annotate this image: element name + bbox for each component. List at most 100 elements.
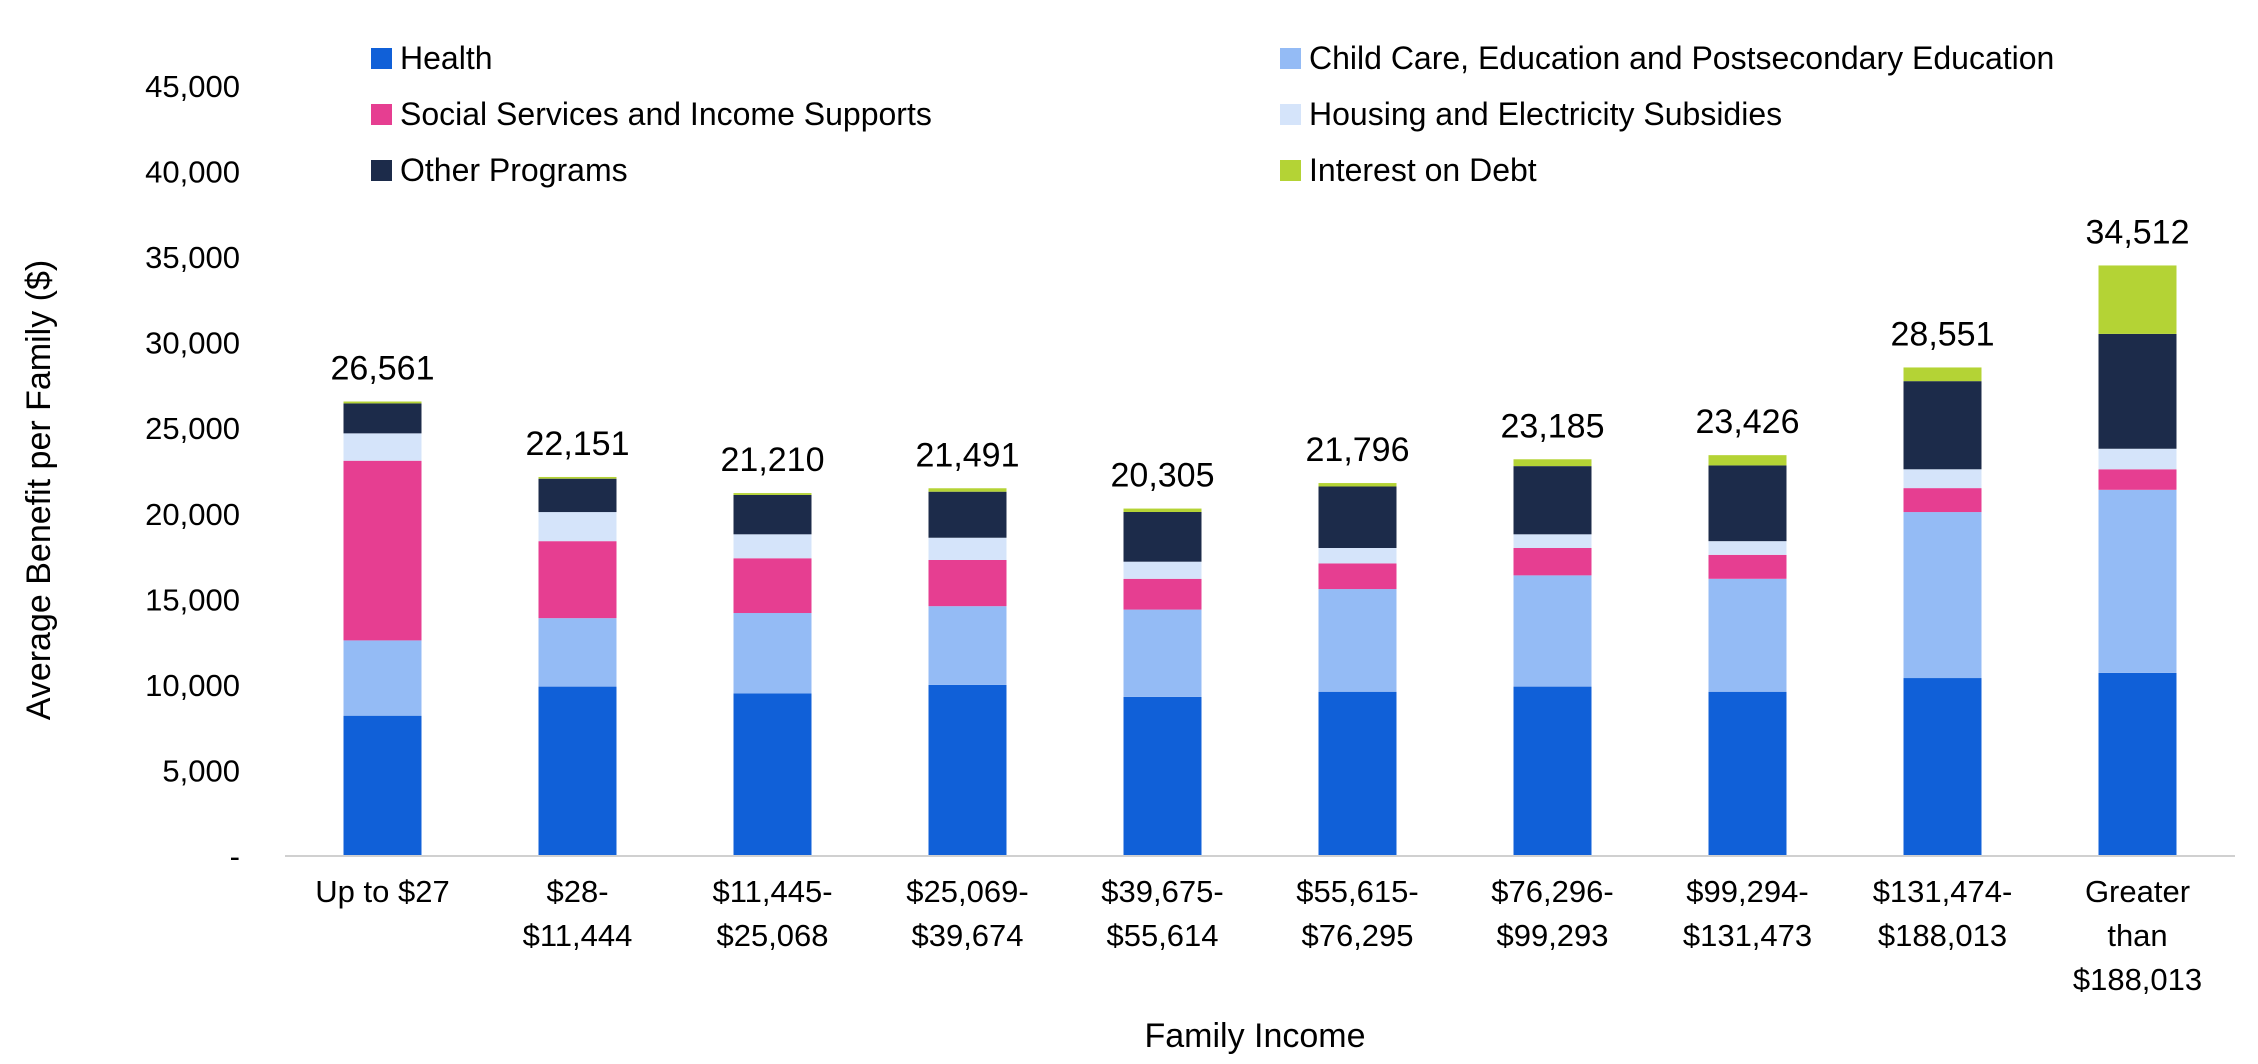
legend-item: Health bbox=[371, 40, 493, 76]
legend-item: Social Services and Income Supports bbox=[371, 96, 932, 132]
x-tick-label: $55,615-$76,295 bbox=[1296, 874, 1418, 953]
bar-segment bbox=[1903, 367, 1982, 382]
y-tick-label: 30,000 bbox=[145, 326, 240, 361]
bar-segment bbox=[1513, 466, 1592, 535]
bar-segment bbox=[538, 686, 617, 856]
bar-segment bbox=[343, 401, 422, 404]
bar-segment bbox=[1708, 691, 1787, 856]
x-tick-label: $11,445-$25,068 bbox=[712, 874, 832, 953]
x-tick-label: $76,296-$99,293 bbox=[1491, 874, 1613, 953]
bar-segment bbox=[733, 613, 812, 694]
legend-swatch bbox=[371, 104, 392, 125]
x-tick-label: $28-$11,444 bbox=[523, 874, 633, 953]
bar-stack bbox=[538, 476, 617, 856]
bar-segment bbox=[1903, 678, 1982, 856]
legend-swatch bbox=[371, 48, 392, 69]
bar-segment bbox=[928, 491, 1007, 538]
bar-segment bbox=[1513, 575, 1592, 687]
y-tick-label: 20,000 bbox=[145, 497, 240, 532]
x-tick-label: Greater than $188,013 bbox=[2073, 874, 2202, 997]
legend-swatch bbox=[371, 160, 392, 181]
total-value-label: 22,151 bbox=[526, 425, 630, 463]
bar-segment bbox=[343, 460, 422, 641]
x-axis-title: Family Income bbox=[1144, 1017, 1365, 1055]
total-labels: 26,561 22,151 21,210 21,491 20,305 21,796 23,1… bbox=[331, 213, 2190, 494]
bar-segment bbox=[2098, 333, 2177, 449]
bar-segment bbox=[538, 476, 617, 479]
bar-segment bbox=[2098, 265, 2177, 334]
bar-segment bbox=[343, 715, 422, 856]
y-tick-label: 45,000 bbox=[145, 69, 240, 104]
bar-segment bbox=[2098, 489, 2177, 673]
bar-segment bbox=[928, 559, 1007, 607]
bar-segment bbox=[2098, 672, 2177, 856]
bar-segment bbox=[1903, 469, 1982, 489]
bar-segment bbox=[1903, 381, 1982, 470]
x-axis-ticks: Up to $27 $28-$11,444 $11,445-$25,068 $25,0… bbox=[315, 874, 2202, 997]
total-value-label: 23,426 bbox=[1696, 403, 1800, 441]
bar-segment bbox=[1513, 548, 1592, 576]
bar-segment bbox=[343, 640, 422, 716]
total-value-label: 21,491 bbox=[916, 436, 1020, 474]
legend: Health Child Care, Education and Postseco… bbox=[371, 40, 2054, 188]
bar-segment bbox=[1513, 534, 1592, 548]
y-axis-title: Average Benefit per Family ($) bbox=[20, 260, 58, 720]
legend-item: Child Care, Education and Postsecondary … bbox=[1280, 40, 2054, 76]
bar-segment bbox=[2098, 469, 2177, 490]
bar-segment bbox=[538, 478, 617, 513]
bar-segment bbox=[928, 488, 1007, 492]
bar-stack bbox=[1513, 459, 1592, 856]
bar-stack bbox=[343, 401, 422, 856]
bar-segment bbox=[1708, 554, 1787, 579]
bar-segment bbox=[928, 606, 1007, 685]
total-value-label: 34,512 bbox=[2086, 213, 2190, 251]
y-axis-ticks: - 5,000 10,000 15,000 20,000 25,000 30,000 35,0… bbox=[145, 69, 240, 874]
x-tick-label: $39,675-$55,614 bbox=[1101, 874, 1223, 953]
bar-segment bbox=[1123, 508, 1202, 512]
bar-segment bbox=[538, 512, 617, 542]
bar-stack bbox=[1903, 367, 1982, 856]
bar-stack bbox=[1123, 508, 1202, 856]
y-tick-label: 15,000 bbox=[145, 582, 240, 617]
x-tick-label: Up to $27 bbox=[315, 874, 449, 909]
bar-segment bbox=[733, 493, 812, 495]
bar-segment bbox=[1123, 696, 1202, 856]
bar-segment bbox=[1318, 548, 1397, 564]
y-tick-label: 40,000 bbox=[145, 155, 240, 190]
bar-segment bbox=[733, 693, 812, 856]
total-value-label: 21,210 bbox=[721, 441, 825, 479]
x-tick-label: $99,294-$131,473 bbox=[1683, 874, 1812, 953]
y-tick-label: 25,000 bbox=[145, 411, 240, 446]
bar-segment bbox=[1708, 541, 1787, 555]
bar-segment bbox=[1318, 563, 1397, 590]
legend-swatch bbox=[1280, 160, 1301, 181]
bar-segment bbox=[1123, 578, 1202, 610]
legend-swatch bbox=[1280, 104, 1301, 125]
bars bbox=[343, 265, 2177, 856]
legend-label: Child Care, Education and Postsecondary … bbox=[1309, 40, 2054, 76]
bar-segment bbox=[343, 403, 422, 434]
bar-segment bbox=[733, 494, 812, 535]
bar-stack bbox=[733, 493, 812, 856]
bar-segment bbox=[1123, 609, 1202, 697]
total-value-label: 20,305 bbox=[1111, 457, 1215, 495]
bar-segment bbox=[1513, 686, 1592, 856]
legend-label: Interest on Debt bbox=[1309, 152, 1537, 188]
y-tick-label: 5,000 bbox=[162, 753, 240, 788]
bar-segment bbox=[733, 558, 812, 614]
legend-item: Interest on Debt bbox=[1280, 152, 1537, 188]
bar-segment bbox=[1318, 691, 1397, 856]
bar-segment bbox=[538, 541, 617, 619]
bar-segment bbox=[1903, 488, 1982, 513]
bar-stack bbox=[1708, 455, 1787, 856]
bar-segment bbox=[928, 537, 1007, 560]
total-value-label: 23,185 bbox=[1501, 407, 1605, 445]
bar-segment bbox=[538, 618, 617, 687]
legend-label: Social Services and Income Supports bbox=[400, 96, 932, 132]
y-tick-label: 10,000 bbox=[145, 668, 240, 703]
legend-label: Other Programs bbox=[400, 152, 628, 188]
total-value-label: 21,796 bbox=[1306, 431, 1410, 469]
total-value-label: 26,561 bbox=[331, 350, 435, 388]
bar-segment bbox=[733, 534, 812, 559]
